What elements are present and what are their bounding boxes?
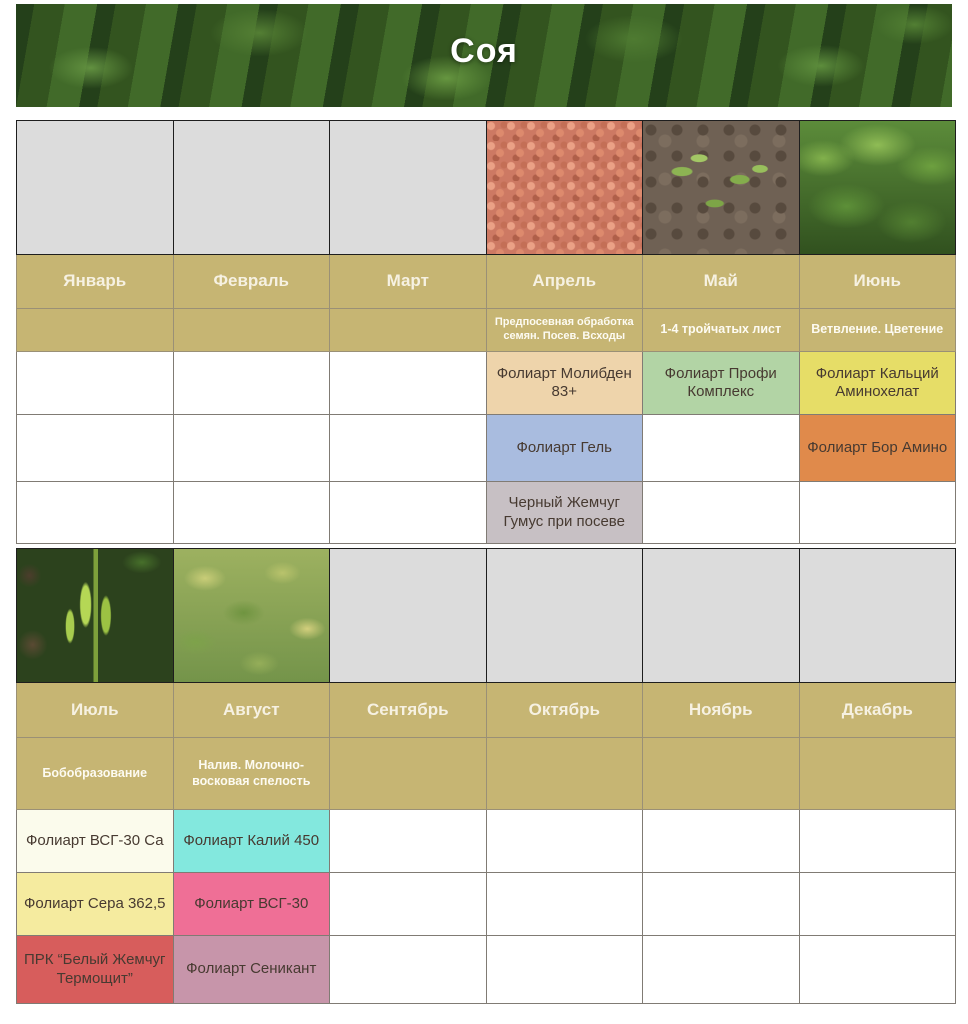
product-cell-october-r2 (485, 872, 643, 936)
product-foliart-vsg30: Фолиарт ВСГ-30 (172, 872, 330, 936)
month-header-september: Сентябрь (329, 682, 487, 738)
product-foliart-sulfur-3625: Фолиарт Сера 362,5 (16, 872, 174, 936)
stage-cell-november (642, 737, 800, 810)
product-cell-january-r2 (16, 414, 174, 482)
product-cell-january-r3 (16, 481, 174, 544)
photo-october-empty (485, 548, 643, 683)
product-foliart-senicant: Фолиарт Сеникант (172, 935, 330, 1004)
product-cell-february-r2 (172, 414, 330, 482)
product-row-1: Фолиарт Молибден 83+ Фолиарт Профи Компл… (16, 351, 956, 415)
product-cell-september-r1 (329, 809, 487, 873)
product-cell-february-r1 (172, 351, 330, 415)
month-header-november: Ноябрь (642, 682, 800, 738)
product-cell-may-r3 (642, 481, 800, 544)
product-foliart-vsg30-ca: Фолиарт ВСГ-30 Са (16, 809, 174, 873)
stage-cell-october (485, 737, 643, 810)
product-cell-november-r3 (642, 935, 800, 1004)
photo-july-pods (16, 548, 174, 683)
month-header-row: Январь Февраль Март Апрель Май Июнь (16, 254, 956, 309)
product-foliart-boron-amino: Фолиарт Бор Амино (798, 414, 956, 482)
photo-february-empty (172, 120, 330, 255)
product-cell-may-r2 (642, 414, 800, 482)
photo-december-empty (798, 548, 956, 683)
photo-november-empty (642, 548, 800, 683)
product-cell-march-r3 (329, 481, 487, 544)
product-foliart-profi-complex: Фолиарт Профи Комплекс (642, 351, 800, 415)
month-header-july: Июль (16, 682, 174, 738)
product-row-3: ПРК “Белый Жемчуг Термощит” Фолиарт Сени… (16, 935, 956, 1004)
stage-cell-august: Налив. Молочно-восковая спелость (172, 737, 330, 810)
growth-stage-row: Предпосевная обработка семян. Посев. Всх… (16, 308, 956, 352)
product-cell-november-r1 (642, 809, 800, 873)
photo-september-empty (329, 548, 487, 683)
product-row-2: Фолиарт Гель Фолиарт Бор Амино (16, 414, 956, 482)
product-cell-september-r2 (329, 872, 487, 936)
product-cell-september-r3 (329, 935, 487, 1004)
stage-cell-march (329, 308, 487, 352)
header-banner-soy-field-photo: Соя (16, 4, 952, 107)
page-title: Соя (450, 32, 518, 70)
stage-cell-july: Бобобразование (16, 737, 174, 810)
product-black-pearl-humus: Черный Жемчуг Гумус при посеве (485, 481, 643, 544)
product-row-1: Фолиарт ВСГ-30 Са Фолиарт Калий 450 (16, 809, 956, 873)
month-header-june: Июнь (798, 254, 956, 309)
stage-cell-december (798, 737, 956, 810)
month-header-january: Январь (16, 254, 174, 309)
month-header-row: Июль Август Сентябрь Октябрь Ноябрь Дека… (16, 682, 956, 738)
calendar-table-jan-jun: Январь Февраль Март Апрель Май Июнь Пред… (16, 120, 956, 544)
product-cell-june-r3 (798, 481, 956, 544)
month-header-october: Октябрь (485, 682, 643, 738)
product-foliart-molybdenum: Фолиарт Молибден 83+ (485, 351, 643, 415)
product-cell-november-r2 (642, 872, 800, 936)
month-header-march: Март (329, 254, 487, 309)
product-cell-december-r2 (798, 872, 956, 936)
month-header-august: Август (172, 682, 330, 738)
product-cell-october-r1 (485, 809, 643, 873)
product-cell-march-r2 (329, 414, 487, 482)
photo-april-treated-seeds (485, 120, 643, 255)
growth-stage-row: Бобобразование Налив. Молочно-восковая с… (16, 737, 956, 810)
product-foliart-gel: Фолиарт Гель (485, 414, 643, 482)
month-header-may: Май (642, 254, 800, 309)
photo-june-plants (798, 120, 956, 255)
product-foliart-potassium-450: Фолиарт Калий 450 (172, 809, 330, 873)
photo-march-empty (329, 120, 487, 255)
product-cell-february-r3 (172, 481, 330, 544)
product-cell-march-r1 (329, 351, 487, 415)
stage-cell-september (329, 737, 487, 810)
stage-cell-june: Ветвление. Цветение (798, 308, 956, 352)
stage-cell-april: Предпосевная обработка семян. Посев. Всх… (485, 308, 643, 352)
photo-row (16, 548, 956, 683)
stage-cell-may: 1-4 тройчатых лист (642, 308, 800, 352)
product-prk-white-pearl-thermoshield: ПРК “Белый Жемчуг Термощит” (16, 935, 174, 1004)
stage-cell-january (16, 308, 174, 352)
calendar-table-jul-dec: Июль Август Сентябрь Октябрь Ноябрь Дека… (16, 548, 956, 1004)
photo-may-seedlings (642, 120, 800, 255)
photo-january-empty (16, 120, 174, 255)
product-cell-december-r3 (798, 935, 956, 1004)
product-cell-october-r3 (485, 935, 643, 1004)
product-foliart-calcium-aminochelate: Фолиарт Кальций Аминохелат (798, 351, 956, 415)
photo-row (16, 120, 956, 255)
product-cell-january-r1 (16, 351, 174, 415)
month-header-april: Апрель (485, 254, 643, 309)
month-header-february: Февраль (172, 254, 330, 309)
product-row-2: Фолиарт Сера 362,5 Фолиарт ВСГ-30 (16, 872, 956, 936)
stage-cell-february (172, 308, 330, 352)
month-header-december: Декабрь (798, 682, 956, 738)
photo-august-ripening-field (172, 548, 330, 683)
product-cell-december-r1 (798, 809, 956, 873)
product-row-3: Черный Жемчуг Гумус при посеве (16, 481, 956, 544)
